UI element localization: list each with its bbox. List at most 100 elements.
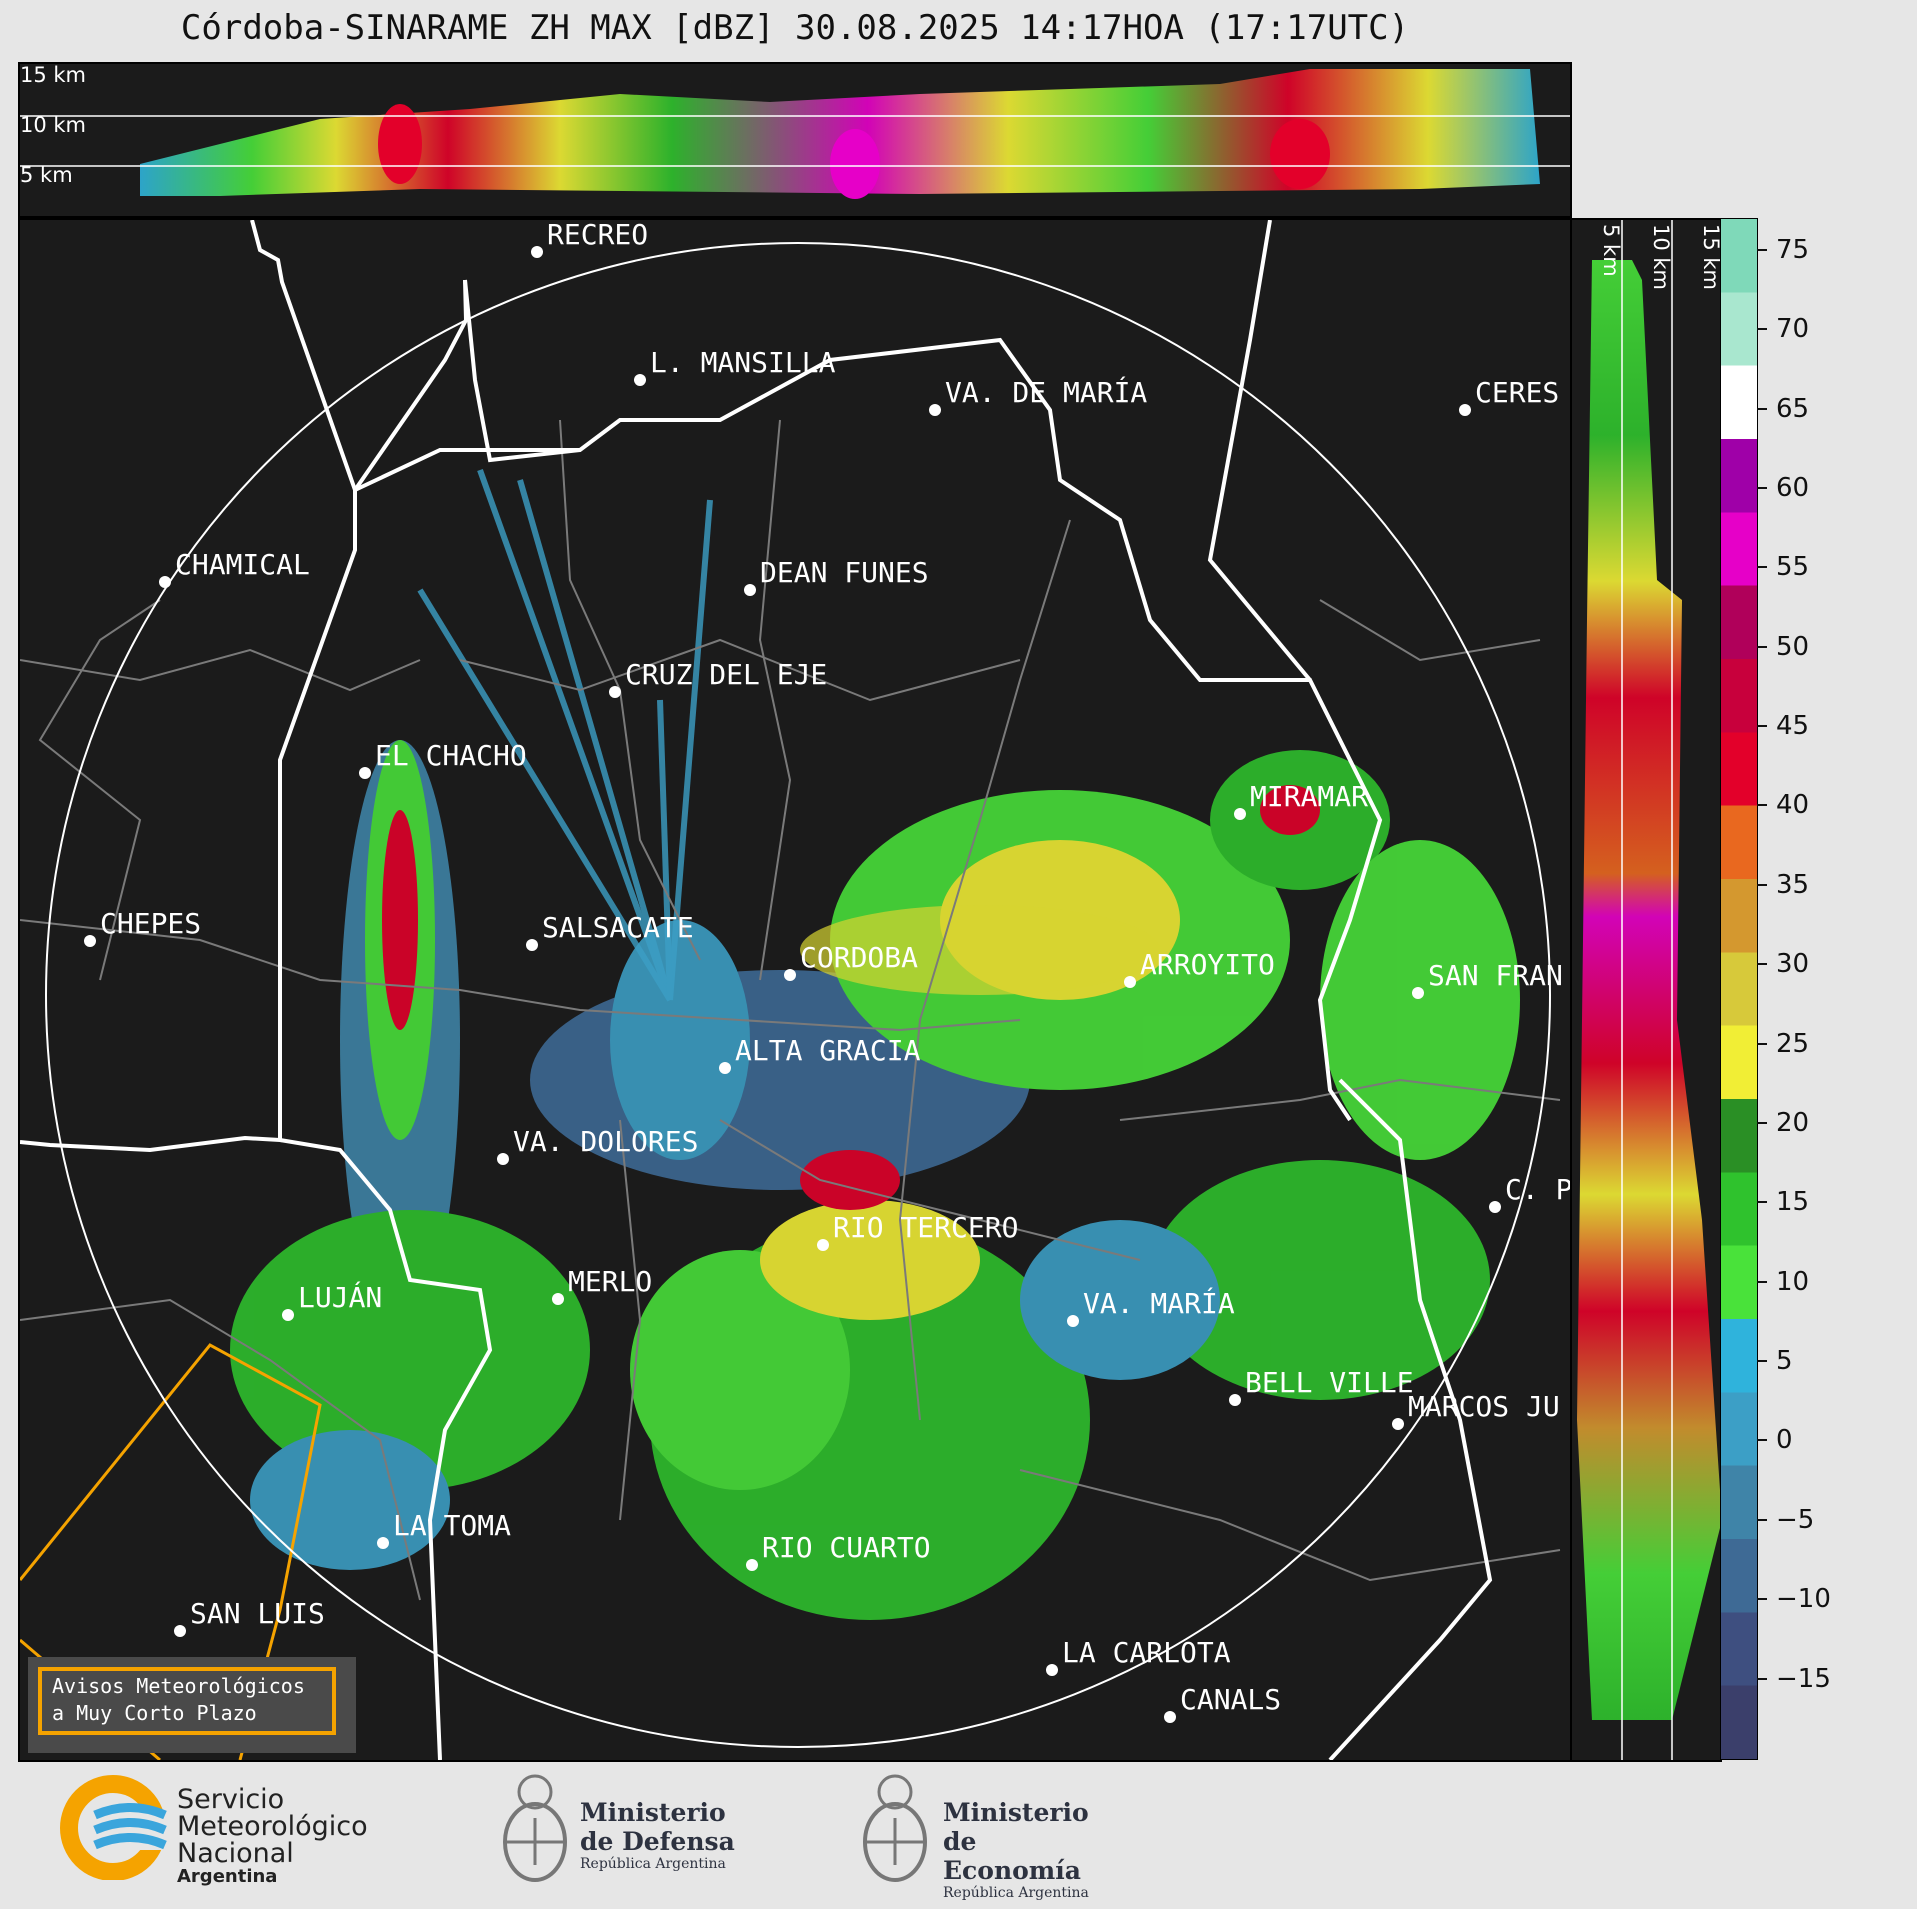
city-dot [1229,1394,1241,1406]
colorbar-tick-label: −5 [1776,1504,1815,1535]
city-marker: SAN FRAN [1412,959,1563,999]
city-dot [1164,1711,1176,1723]
city-dot [634,374,646,386]
city-layer: RECREO L. MANSILLA VA. DE MARÍA CERES CHAMIC… [84,220,1570,1723]
city-dot [377,1537,389,1549]
top-height-label-15km: 15 km [20,64,86,87]
colorbar-tick-mark [1757,963,1767,966]
colorbar-tick-mark [1757,1201,1767,1204]
city-dot [84,935,96,947]
city-label: VA. DE MARÍA [945,375,1147,409]
city-marker: L. MANSILLA [634,346,836,386]
city-marker: BELL VILLE [1229,1366,1414,1406]
colorbar-tick-label: −15 [1776,1663,1831,1694]
colorbar-tick-mark [1757,1677,1767,1680]
colorbar-tick-label: −10 [1776,1584,1831,1615]
colorbar-tick-mark [1757,645,1767,648]
city-marker: MIRAMAR [1234,780,1368,820]
page-title: Córdoba-SINARAME ZH MAX [dBZ] 30.08.2025… [180,8,1410,48]
city-label: EL CHACHO [375,739,527,772]
city-marker: LA TOMA [377,1509,511,1549]
aviso-box[interactable]: Avisos Meteorológicos a Muy Corto Plazo [28,1657,356,1753]
side-cross-section: 5 km 10 km 15 km [1570,218,1722,1762]
colorbar-tick-label: 65 [1776,393,1810,424]
city-marker: ARROYITO [1124,948,1275,988]
city-label: SAN LUIS [190,1597,325,1630]
city-marker: CHEPES [84,907,201,947]
top-height-label-5km: 5 km [20,163,73,187]
colorbar-tick-label: 0 [1776,1425,1793,1456]
colorbar-tick-label: 55 [1776,552,1810,583]
city-dot [282,1309,294,1321]
city-label: ARROYITO [1140,948,1275,981]
colorbar-tick-label: 25 [1776,1028,1810,1059]
top-height-label-10km: 10 km [20,113,86,137]
smn-line4: Argentina [177,1866,278,1887]
colorbar-tick-label: 5 [1776,1346,1793,1377]
city-label: DEAN FUNES [760,556,929,589]
city-dot [1234,808,1246,820]
side-cross-section-graphic: 5 km 10 km 15 km [1577,220,1720,1760]
city-marker: SALSACATE [526,911,694,951]
city-marker: SAN LUIS [174,1597,325,1637]
aviso-link[interactable]: Avisos Meteorológicos a Muy Corto Plazo [38,1667,336,1735]
city-marker: LA CARLOTA [1046,1636,1231,1676]
city-marker: VA. DE MARÍA [929,375,1147,416]
city-dot [929,404,941,416]
city-label: VA. DOLORES [513,1125,698,1158]
city-dot [1412,987,1424,999]
colorbar-tick-label: 50 [1776,631,1810,662]
city-dot [1459,404,1471,416]
side-height-label-15km: 15 km [1699,224,1720,290]
city-label: RIO CUARTO [762,1531,931,1564]
colorbar-tick-label: 10 [1776,1266,1810,1297]
city-dot [531,246,543,258]
coat-of-arms-icon [863,1774,927,1882]
side-height-label-5km: 5 km [1599,224,1623,277]
city-label: SALSACATE [542,911,694,944]
city-label: LUJÁN [298,1280,382,1314]
city-label: CANALS [1180,1683,1281,1716]
city-marker: CANALS [1164,1683,1281,1723]
department-boundaries [20,419,1561,1601]
city-marker: ALTA GRACIA [719,1034,921,1074]
city-label: MIRAMAR [1250,780,1368,813]
beam-spikes [417,468,713,1002]
colorbar-tick-mark [1757,1439,1767,1442]
city-label: C. P [1505,1173,1570,1206]
colorbar-tick-mark [1757,566,1767,569]
city-dot [1046,1664,1058,1676]
colorbar-tick-mark [1757,883,1767,886]
city-dot [1392,1418,1404,1430]
colorbar-tick-mark [1757,804,1767,807]
city-marker: MARCOS JU [1392,1390,1560,1430]
side-height-label-10km: 10 km [1649,224,1673,290]
colorbar-tick-mark [1757,1518,1767,1521]
colorbar-tick-label: 70 [1776,314,1810,345]
coat-of-arms-icon [503,1774,567,1882]
radar-map-graphic: RECREO L. MANSILLA VA. DE MARÍA CERES CHAMIC… [20,220,1570,1760]
city-dot [1067,1315,1079,1327]
smn-logo-icon [60,1775,175,1880]
city-marker: VA. MARÍA [1067,1286,1235,1327]
colorbar-tick-mark [1757,407,1767,410]
city-dot [817,1239,829,1251]
city-marker: CORDOBA [784,941,918,981]
city-dot [174,1625,186,1637]
city-dot [526,939,538,951]
city-label: L. MANSILLA [650,346,836,379]
smn-line2: Meteorológico [177,1811,368,1842]
city-label: MARCOS JU [1408,1390,1560,1423]
city-label: CERES [1475,376,1559,409]
city-label: SAN FRAN [1428,959,1563,992]
city-label: LA CARLOTA [1062,1636,1231,1669]
city-label: CHEPES [100,907,201,940]
radar-map[interactable]: RECREO L. MANSILLA VA. DE MARÍA CERES CHAMIC… [18,218,1572,1762]
city-label: LA TOMA [393,1509,511,1542]
dbz-colorbar [1720,218,1758,1760]
city-marker: RIO CUARTO [746,1531,931,1571]
city-dot [744,584,756,596]
aviso-line1: Avisos Meteorológicos [52,1674,305,1698]
city-marker: VA. DOLORES [497,1125,698,1165]
city-dot [719,1062,731,1074]
